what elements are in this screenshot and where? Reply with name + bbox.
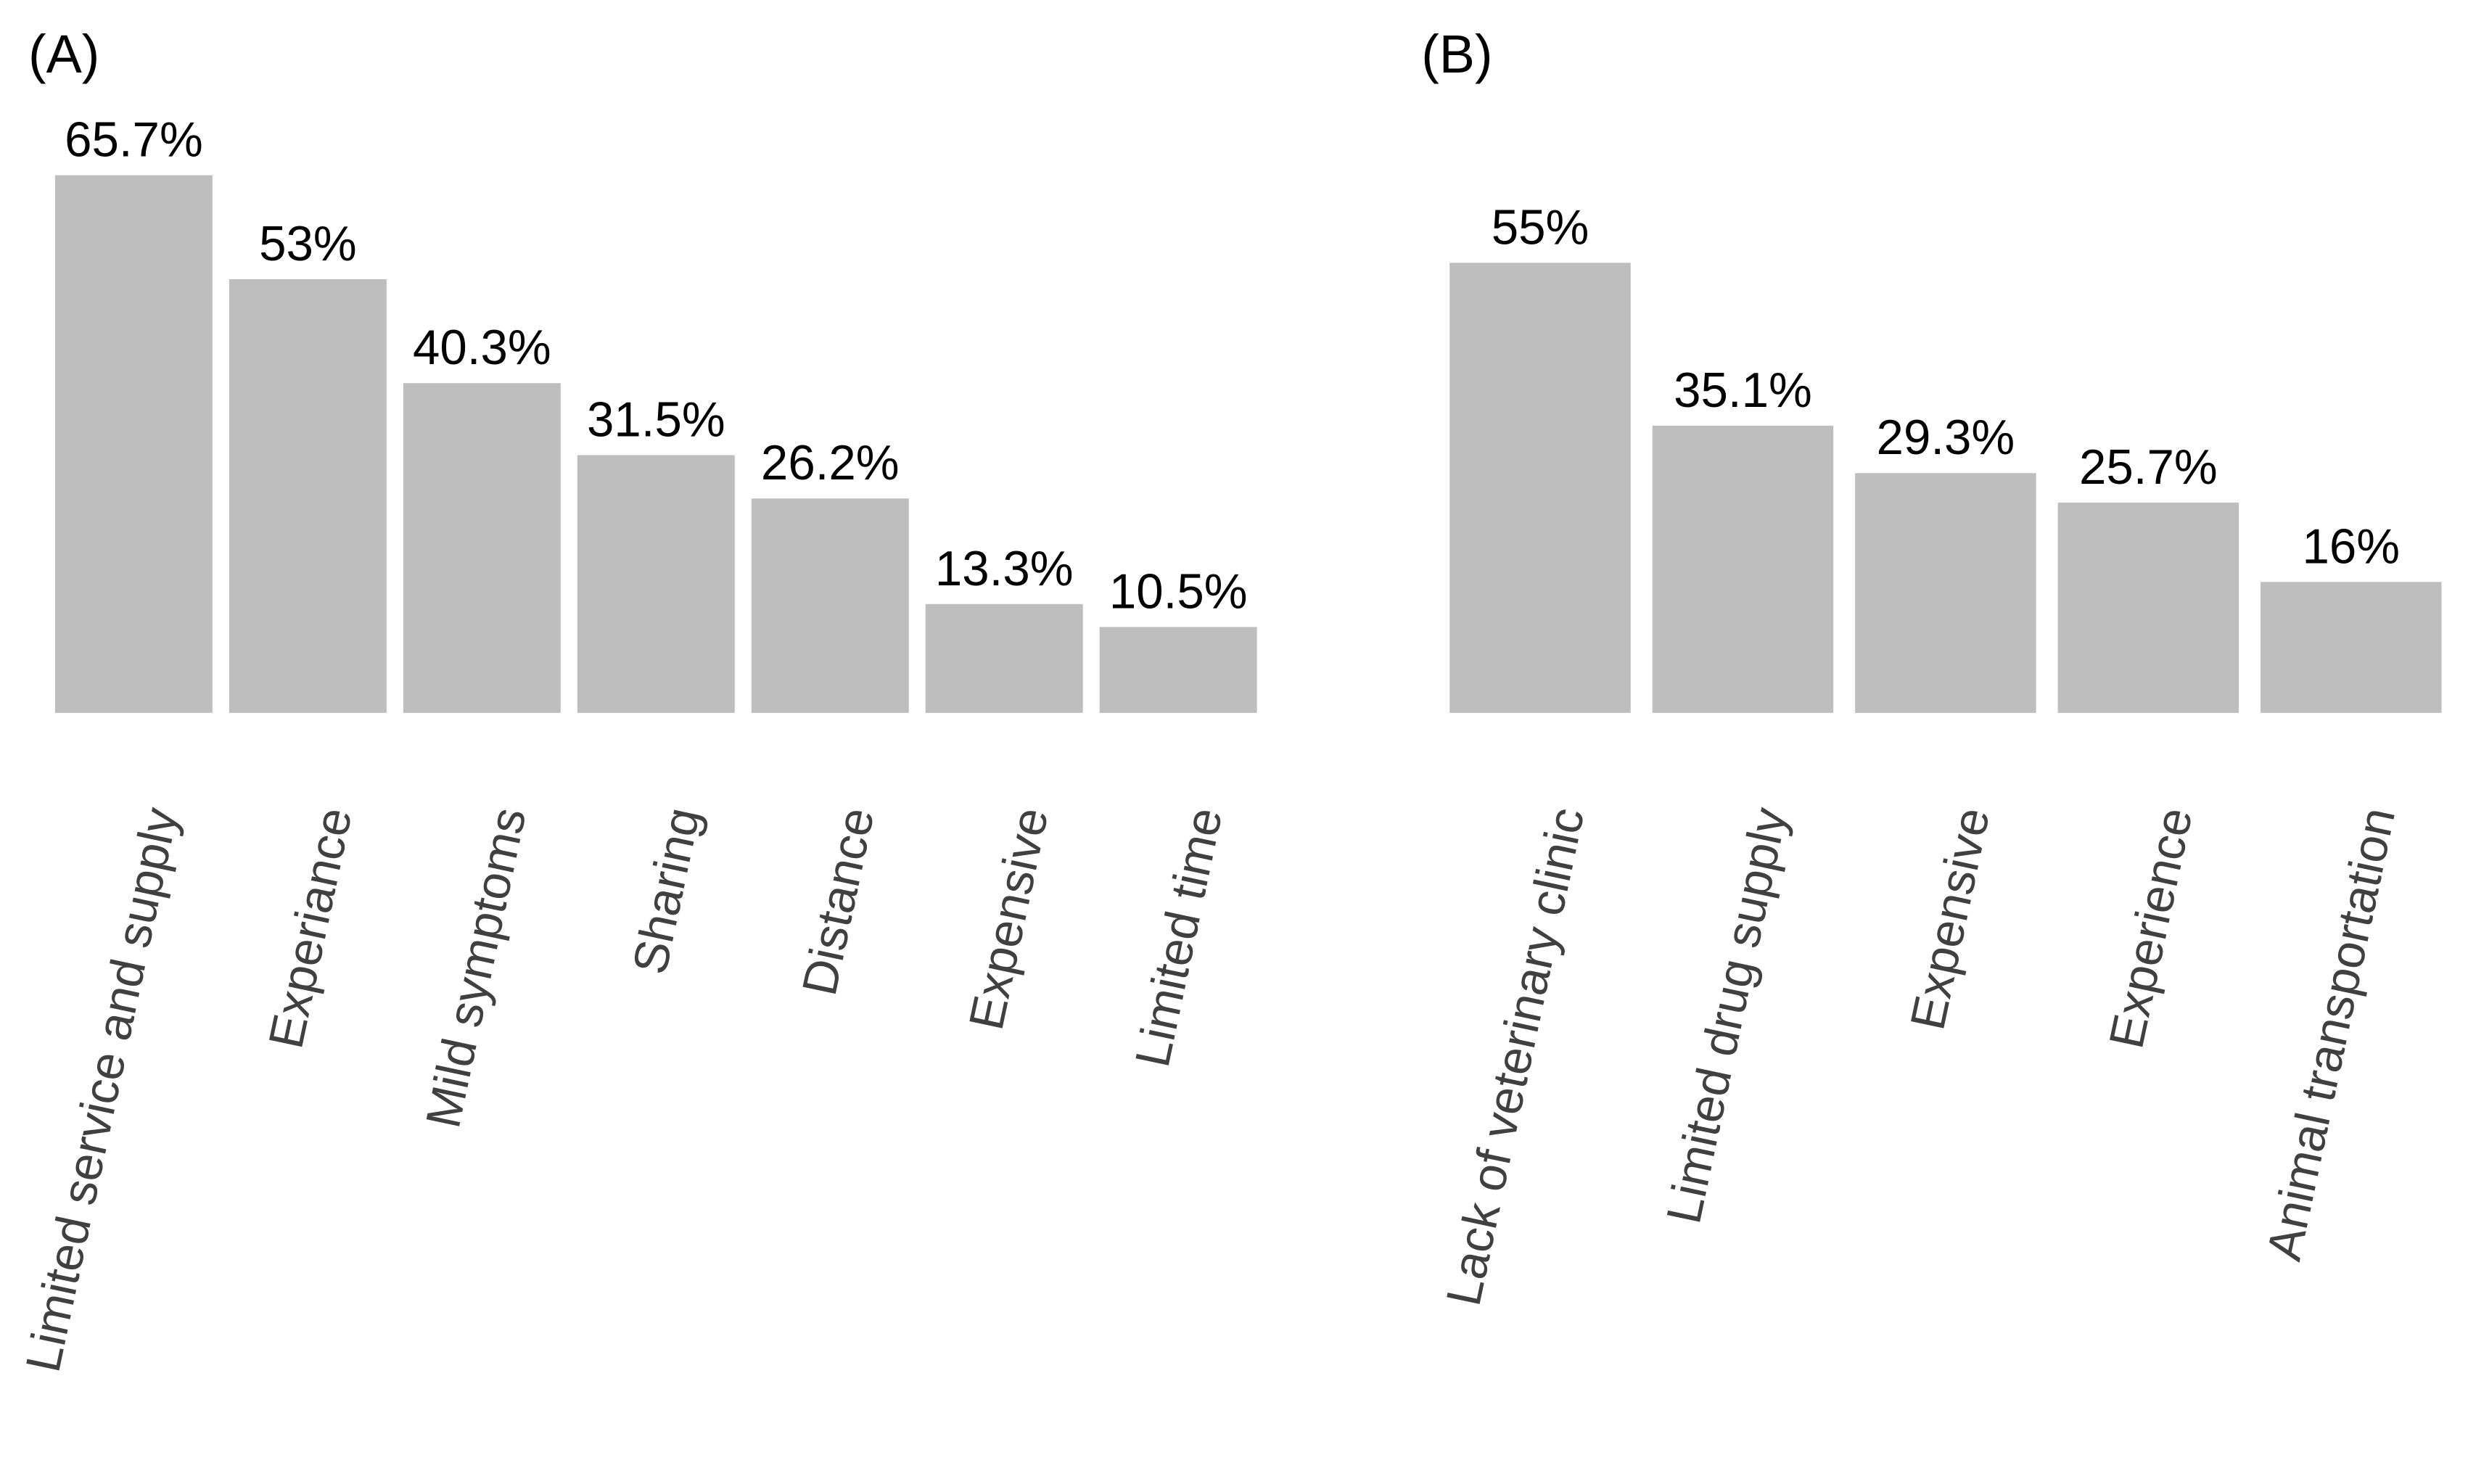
- value-label: 65.7%: [65, 113, 203, 168]
- value-label: 26.2%: [761, 436, 900, 490]
- bar: [2261, 582, 2442, 713]
- value-label: 10.5%: [1109, 564, 1248, 619]
- bar: [403, 383, 561, 713]
- bar: [1099, 627, 1257, 713]
- bar: [54, 175, 213, 713]
- bar: [2057, 502, 2239, 713]
- value-label: 25.7%: [2079, 440, 2218, 495]
- chart-title: (A): [28, 24, 99, 84]
- bar: [751, 498, 909, 713]
- bar: [1652, 425, 1834, 713]
- bar: [229, 279, 387, 713]
- value-label: 31.5%: [587, 392, 725, 447]
- chart-title: (B): [1421, 24, 1492, 84]
- value-label: 29.3%: [1877, 411, 2015, 465]
- value-label: 53%: [259, 217, 357, 271]
- value-label: 55%: [1492, 200, 1589, 255]
- value-label: 40.3%: [413, 321, 551, 375]
- value-label: 13.3%: [935, 542, 1074, 596]
- bar: [577, 455, 735, 713]
- bar: [1855, 473, 2036, 713]
- value-label: 16%: [2302, 519, 2400, 574]
- bar: [1449, 263, 1631, 713]
- value-label: 35.1%: [1674, 363, 1812, 418]
- bar: [925, 603, 1083, 713]
